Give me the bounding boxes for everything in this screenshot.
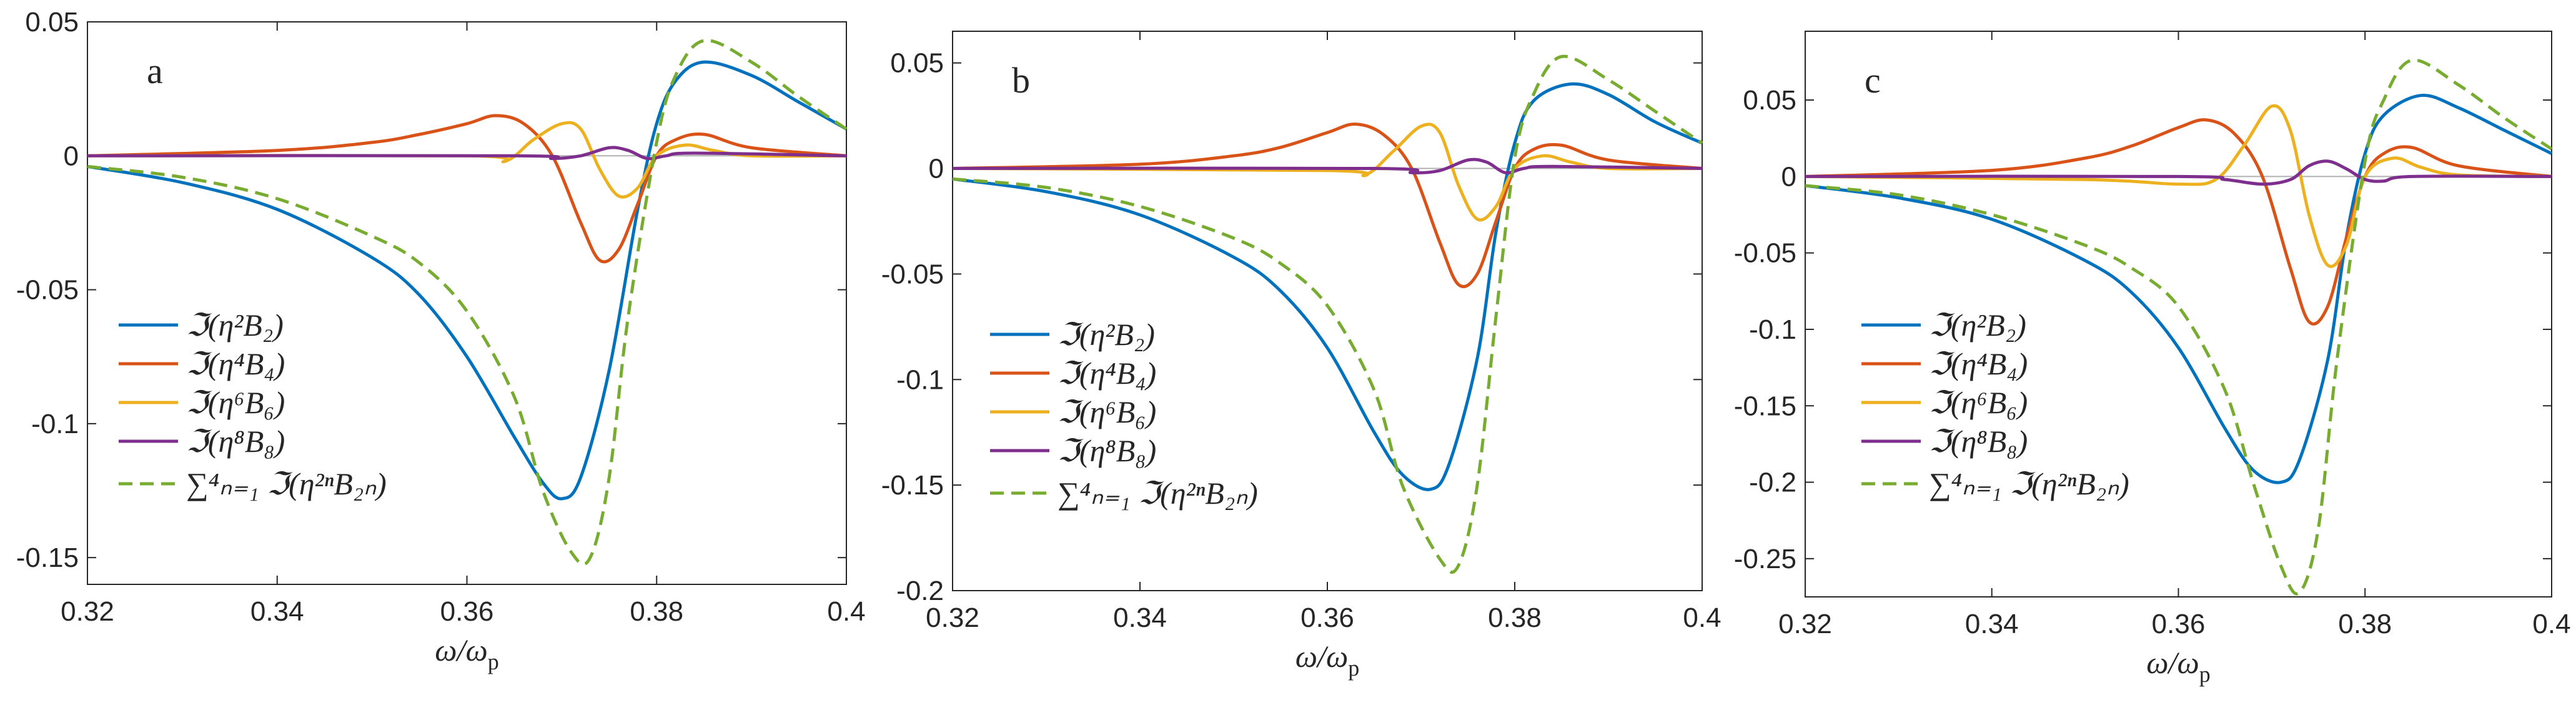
x-tick-label: 0.38 [630,596,683,627]
y-tick-label: -0.15 [881,470,944,501]
x-axis-label: ω/ωp [2146,645,2211,687]
legend: ℑ(η²B₂) ℑ(η⁴B₄) ℑ(η⁶B₆) ℑ(η⁸B₈) ∑⁴ₙ₌₁ ℑ(η²ⁿB… [119,308,387,501]
series-line-4 [952,158,1703,175]
legend-label: ℑ(η²B₂) [186,308,284,342]
x-tick-label: 0.36 [2152,609,2206,639]
series-line-2 [952,122,1703,289]
y-tick-label: 0.05 [25,7,79,38]
legend-label: ℑ(η⁸B₈) [186,424,285,459]
legend-label: ℑ(η⁶B₆) [186,385,285,420]
x-tick-label: 0.32 [926,602,979,633]
series-line-4 [87,146,847,161]
x-tick-label: 0.36 [440,596,494,627]
x-tick-label: 0.34 [250,596,304,627]
series-line-5 [1805,58,2553,596]
y-tick-label: -0.2 [1749,468,1796,498]
y-tick-label: -0.05 [881,259,944,289]
panel-a: 0.32 0.34 0.36 0.38 0.4 -0.15 -0.1 -0.05 0 0.05 ω/… [16,7,866,674]
legend-label: ℑ(η⁶B₆) [1929,385,2028,420]
y-tick-label: -0.05 [16,275,79,306]
y-tick-label: -0.15 [16,542,79,573]
panel-label: b [1012,60,1030,101]
series-line-1 [87,60,848,501]
legend-label: ℑ(η⁸B₈) [1929,424,2028,459]
x-tick-label: 0.38 [2338,609,2392,639]
series-line-2 [1805,118,2552,326]
series-line-4 [1805,159,2552,186]
series-line-5 [952,54,1703,574]
legend-label: ∑⁴ₙ₌₁ ℑ(η²ⁿB₂ₙ) [186,466,387,501]
series-line-5 [87,39,848,566]
panel-b: 0.32 0.34 0.36 0.38 0.4 -0.2 -0.15 -0.1 -0.05 0 0.… [881,31,1721,681]
x-axis-label: ω/ωp [435,632,499,674]
axes-box [1805,31,2552,598]
x-tick-label: 0.4 [1683,602,1721,633]
y-tick-label: -0.1 [896,364,944,395]
x-tick-label: 0.4 [827,596,865,627]
y-tick-label: -0.1 [31,409,79,439]
legend-label: ℑ(η⁶B₆) [1058,394,1156,429]
panel-label: c [1865,60,1881,101]
legend-label: ∑⁴ₙ₌₁ ℑ(η²ⁿB₂ₙ) [1058,476,1258,511]
y-tick-label: -0.05 [1734,238,1796,269]
series-line-2 [87,114,847,264]
series-line-1 [952,82,1703,491]
panel-label: a [147,51,163,91]
legend-label: ℑ(η⁴B₄) [1058,356,1156,391]
y-tick-label: 0.05 [890,48,944,79]
y-tick-label: 0 [64,141,79,171]
series-line-1 [1805,94,2553,484]
x-tick-label: 0.38 [1488,602,1542,633]
y-tick-label: 0 [1781,161,1796,192]
x-tick-label: 0.4 [2532,609,2570,639]
legend: ℑ(η²B₂) ℑ(η⁴B₄) ℑ(η⁶B₆) ℑ(η⁸B₈) ∑⁴ₙ₌₁ ℑ(η²ⁿB… [1861,308,2129,501]
series-line-3 [952,122,1703,222]
x-tick-label: 0.32 [1778,609,1832,639]
x-tick-label: 0.36 [1300,602,1354,633]
legend-label: ℑ(η²B₂) [1058,317,1155,352]
legend-label: ∑⁴ₙ₌₁ ℑ(η²ⁿB₂ₙ) [1929,466,2129,501]
y-tick-label: -0.15 [1734,391,1796,421]
y-tick-label: -0.2 [896,576,944,606]
x-tick-label: 0.32 [61,596,114,627]
x-tick-label: 0.34 [1113,602,1167,633]
y-tick-label: 0 [929,154,944,184]
legend-label: ℑ(η⁸B₈) [1058,433,1156,468]
x-tick-label: 0.34 [1965,609,2019,639]
panel-c: 0.32 0.34 0.36 0.38 0.4 -0.25 -0.2 -0.15 -0.1 -0.… [1734,31,2571,687]
legend-label: ℑ(η⁴B₄) [1929,346,2028,381]
legend-label: ℑ(η⁴B₄) [186,346,285,381]
legend-label: ℑ(η²B₂) [1929,308,2026,342]
y-tick-label: 0.05 [1743,85,1796,116]
y-tick-label: -0.1 [1749,314,1796,345]
y-tick-label: -0.25 [1734,544,1796,574]
legend: ℑ(η²B₂) ℑ(η⁴B₄)ℑ(η⁶B₆) ℑ(η⁸B₈) ∑⁴ₙ₌₁ ℑ(η²ⁿB… [990,317,1258,511]
x-axis-label: ω/ωp [1295,639,1360,681]
series-line-3 [1805,104,2552,268]
